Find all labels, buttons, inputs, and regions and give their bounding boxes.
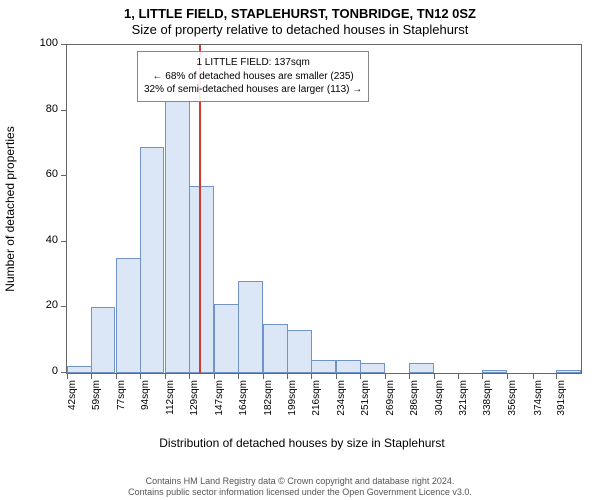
footer-note: Contains HM Land Registry data © Crown c… <box>0 476 600 498</box>
x-tick-label: 182sqm <box>263 380 274 416</box>
histogram-bar <box>238 281 263 373</box>
histogram-bar <box>91 307 116 373</box>
histogram-bar <box>165 101 190 373</box>
x-tick-label: 234sqm <box>336 380 347 416</box>
annotation-line1: 1 LITTLE FIELD: 137sqm <box>144 56 362 70</box>
histogram-bar <box>140 147 165 373</box>
y-tick-label: 20 <box>28 299 58 311</box>
footer-line2: Contains public sector information licen… <box>0 487 600 498</box>
x-tick-label: 164sqm <box>238 380 249 416</box>
histogram-bar <box>360 363 385 373</box>
histogram-bar <box>287 330 312 373</box>
x-tick-label: 129sqm <box>189 380 200 416</box>
x-tick-label: 59sqm <box>91 380 102 410</box>
annotation-line2: ← 68% of detached houses are smaller (23… <box>144 70 362 84</box>
histogram-bar <box>336 360 361 373</box>
x-tick-label: 94sqm <box>140 380 151 410</box>
y-tick-label: 0 <box>28 365 58 377</box>
y-axis-label: Number of detached properties <box>3 126 17 291</box>
annotation-line3: 32% of semi-detached houses are larger (… <box>144 83 362 97</box>
histogram-bar <box>67 366 92 373</box>
histogram-bar <box>263 324 288 373</box>
plot-area: 1 LITTLE FIELD: 137sqm ← 68% of detached… <box>66 44 582 374</box>
footer-line1: Contains HM Land Registry data © Crown c… <box>0 476 600 487</box>
histogram-bar <box>556 370 581 373</box>
y-tick-label: 100 <box>28 37 58 49</box>
y-tick-label: 60 <box>28 168 58 180</box>
x-tick-label: 304sqm <box>434 380 445 416</box>
histogram-bar <box>116 258 141 373</box>
x-tick-label: 147sqm <box>214 380 225 416</box>
x-tick-label: 251sqm <box>360 380 371 416</box>
x-axis-label: Distribution of detached houses by size … <box>22 436 582 450</box>
histogram-bar <box>214 304 239 373</box>
x-tick-label: 356sqm <box>507 380 518 416</box>
histogram-bar <box>311 360 336 373</box>
title-sub: Size of property relative to detached ho… <box>0 22 600 38</box>
x-tick-label: 286sqm <box>409 380 420 416</box>
x-tick-label: 199sqm <box>287 380 298 416</box>
title-main: 1, LITTLE FIELD, STAPLEHURST, TONBRIDGE,… <box>0 6 600 22</box>
annotation-box: 1 LITTLE FIELD: 137sqm ← 68% of detached… <box>137 51 369 102</box>
histogram-bar <box>482 370 507 373</box>
histogram-bar <box>189 186 214 373</box>
x-tick-label: 77sqm <box>116 380 127 410</box>
y-tick-label: 40 <box>28 234 58 246</box>
x-tick-label: 374sqm <box>533 380 544 416</box>
x-tick-label: 338sqm <box>482 380 493 416</box>
y-tick-label: 80 <box>28 103 58 115</box>
x-tick-label: 321sqm <box>458 380 469 416</box>
x-tick-label: 112sqm <box>165 380 176 415</box>
chart: Number of detached properties 1 LITTLE F… <box>22 44 582 444</box>
x-tick-label: 216sqm <box>311 380 322 416</box>
x-tick-label: 391sqm <box>556 380 567 416</box>
histogram-bar <box>409 363 434 373</box>
x-tick-label: 42sqm <box>67 380 78 410</box>
x-tick-label: 269sqm <box>385 380 396 416</box>
title-block: 1, LITTLE FIELD, STAPLEHURST, TONBRIDGE,… <box>0 0 600 39</box>
